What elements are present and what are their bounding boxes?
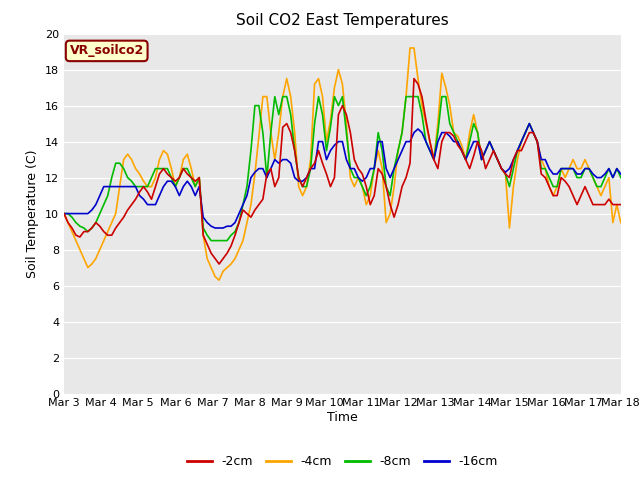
Title: Soil CO2 East Temperatures: Soil CO2 East Temperatures xyxy=(236,13,449,28)
Y-axis label: Soil Temperature (C): Soil Temperature (C) xyxy=(26,149,40,278)
X-axis label: Time: Time xyxy=(327,411,358,424)
Legend: -2cm, -4cm, -8cm, -16cm: -2cm, -4cm, -8cm, -16cm xyxy=(182,450,503,473)
Text: VR_soilco2: VR_soilco2 xyxy=(70,44,144,58)
